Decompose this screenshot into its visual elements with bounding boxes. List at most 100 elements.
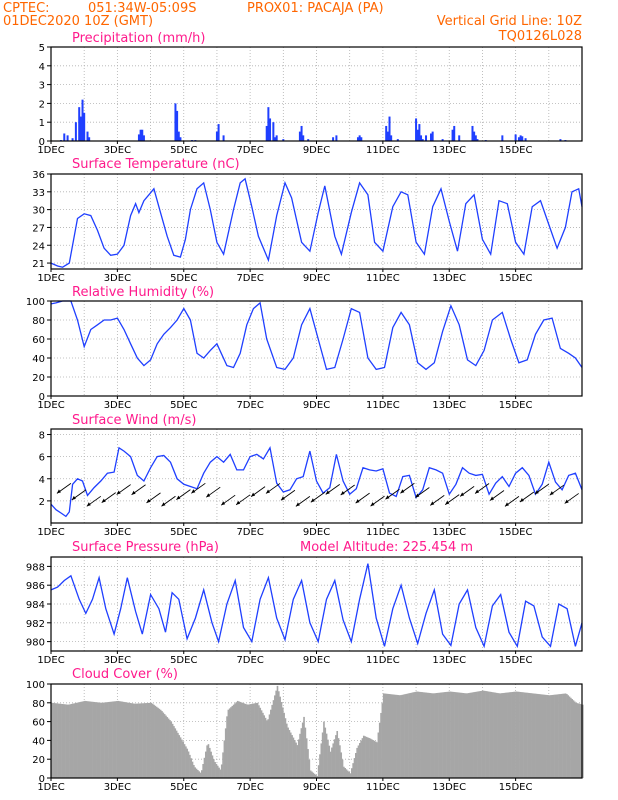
cloud-cover-bar	[551, 694, 554, 778]
cloud-cover-bar	[416, 691, 418, 778]
cloud-cover-y-tick-label: 0	[39, 774, 45, 785]
cloud-cover-bar	[434, 693, 437, 778]
precipitation-bar	[429, 133, 432, 141]
cloud-cover-bar	[425, 692, 427, 778]
cloud-cover-bar	[239, 701, 242, 778]
precipitation-bar	[272, 122, 275, 141]
temperature-y-ticks: 21 24 27 30 33 36	[32, 170, 51, 270]
wind-arrow-head	[549, 491, 554, 496]
cloud-cover-bar	[114, 701, 117, 778]
cloud-cover-bar	[475, 691, 478, 778]
cloud-cover-bar	[195, 768, 198, 778]
precipitation-bar	[63, 133, 66, 141]
temperature-x-tick-label: 5DEC	[170, 273, 197, 284]
wind-line	[50, 445, 583, 518]
cloud-cover-bar	[69, 704, 72, 778]
cloud-cover-bar	[231, 705, 234, 778]
cloud-cover-bar	[139, 703, 142, 778]
cloud-cover-bar	[490, 691, 493, 778]
cloud-cover-bar	[430, 693, 433, 778]
cloud-cover-bar	[479, 691, 482, 778]
precipitation-bar	[265, 125, 268, 141]
wind-arrow-head	[221, 501, 226, 506]
cloud-cover-bar	[287, 727, 289, 778]
precipitation-bar	[431, 131, 434, 141]
precipitation-bar	[142, 135, 145, 141]
cloud-cover-bar	[392, 694, 394, 778]
cloud-cover-bar	[534, 693, 536, 778]
cloud-cover-bar	[384, 693, 386, 778]
cloud-cover-bar	[316, 776, 319, 778]
cloud-cover-bar	[368, 737, 370, 778]
cloud-cover-bar	[394, 694, 397, 778]
precipitation-x-tick-label: 11DEC	[366, 145, 400, 156]
cloud-cover-bar	[382, 693, 385, 778]
precipitation-bar	[215, 131, 218, 141]
precipitation-x-tick-label: 5DEC	[170, 145, 197, 156]
temperature-y-tick-label: 24	[32, 241, 45, 252]
cloud-cover-bar	[335, 735, 337, 778]
temperature-y-tick-label: 27	[32, 223, 45, 234]
cloud-cover-bar	[268, 714, 271, 778]
cloud-cover-bar	[531, 693, 534, 778]
cloud-cover-bar	[354, 752, 357, 778]
cloud-cover-bar	[61, 704, 64, 778]
cloud-cover-bar	[163, 714, 166, 778]
cloud-cover-bar	[300, 728, 303, 778]
cloud-cover-bar	[254, 703, 256, 778]
wind-arrow-head	[295, 502, 300, 507]
humidity-y-tick-label: 40	[32, 354, 45, 365]
humidity-y-tick-label: 60	[32, 335, 45, 346]
wind-title: Surface Wind (m/s)	[72, 413, 196, 428]
cloud-cover-bar	[535, 693, 538, 778]
cloud-cover-bar	[320, 743, 323, 778]
cloud-cover-bar	[275, 690, 277, 778]
cloud-cover-bar	[567, 695, 570, 778]
cloud-cover-bar	[304, 727, 307, 778]
cloud-cover-bar	[226, 716, 228, 778]
cloud-cover-bar	[570, 697, 572, 778]
cloud-cover-bar	[113, 701, 116, 778]
wind-arrow-head	[504, 502, 509, 507]
cloud-cover-bar	[181, 739, 183, 778]
wind-x-tick-label: 3DEC	[104, 527, 131, 538]
cloud-cover-bar	[166, 717, 169, 778]
cloud-cover-bar	[60, 703, 62, 778]
precipitation-bar	[471, 125, 474, 141]
temperature-title: Surface Temperature (nC)	[72, 157, 240, 172]
cloud-cover-bar	[116, 701, 118, 778]
cloud-cover-bar	[274, 695, 276, 778]
cloud-cover-bar	[562, 693, 564, 778]
cloud-cover-bar	[165, 715, 167, 778]
cloud-cover-bar	[418, 691, 421, 778]
cloud-cover-bar	[182, 741, 185, 778]
wind-x-tick-label: 13DEC	[432, 527, 466, 538]
precipitation-bar	[521, 136, 524, 141]
cloud-cover-bar	[204, 751, 207, 778]
cloud-cover-bar	[402, 694, 405, 778]
cloud-cover-bar	[108, 701, 110, 778]
wind-x-tick-label: 5DEC	[170, 527, 197, 538]
pressure-x-tick-label: 13DEC	[432, 655, 466, 666]
wind-arrow-head	[206, 493, 211, 498]
cloud-cover-bar	[84, 700, 86, 778]
cloud-cover-bar	[507, 692, 510, 778]
precipitation-bar	[141, 129, 144, 141]
precipitation-bar	[71, 138, 74, 141]
cloud-cover-bar	[109, 701, 112, 778]
cloud-cover-bar	[410, 692, 413, 778]
precipitation-bars	[59, 99, 567, 141]
cloud-cover-bar	[325, 733, 328, 778]
cloud-cover-bar	[161, 711, 163, 778]
cloud-cover-bar	[92, 701, 94, 778]
cloud-cover-bar	[467, 693, 470, 778]
cloud-cover-bar	[130, 703, 133, 778]
precipitation-bar	[385, 125, 388, 141]
cloud-cover-bar	[574, 701, 576, 778]
cloud-cover-bar	[90, 701, 93, 778]
pressure-y-tick-label: 980	[26, 638, 45, 649]
cloud-cover-bar	[578, 703, 580, 778]
wind-x-tick-label: 11DEC	[366, 527, 400, 538]
pressure-title: Surface Pressure (hPa)	[72, 540, 219, 555]
cloud-cover-bar	[77, 702, 80, 778]
